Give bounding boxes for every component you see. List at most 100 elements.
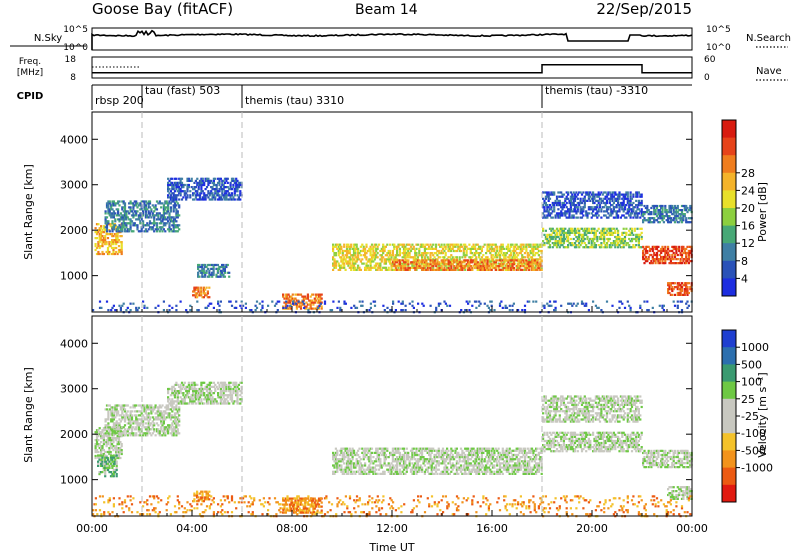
echo-cell: [617, 246, 620, 249]
echo-cell: [316, 305, 319, 308]
echo-cell: [153, 422, 156, 425]
echo-cell: [215, 263, 218, 267]
echo-cell: [117, 218, 120, 221]
echo-cell: [100, 237, 103, 240]
echo-cell: [173, 408, 177, 411]
echo-cell: [489, 262, 492, 265]
echo-cell: [197, 194, 200, 197]
echo-cell: [105, 222, 109, 225]
echo-cell: [339, 245, 342, 248]
echo-cell: [629, 193, 632, 196]
echo-cell: [135, 210, 138, 213]
echo-cell: [136, 202, 139, 205]
echo-cell: [462, 265, 465, 268]
echo-cell: [455, 266, 459, 270]
echo-cell: [111, 212, 114, 215]
echo-cell: [168, 412, 171, 415]
echo-cell: [567, 244, 570, 247]
echo-cell: [667, 221, 670, 224]
echo-cell: [114, 422, 117, 425]
echo-cell: [407, 263, 410, 266]
echo-cell: [350, 264, 353, 267]
echo-cell: [169, 216, 172, 219]
echo-cell: [448, 256, 451, 259]
echo-cell: [660, 215, 663, 218]
echo-cell: [147, 420, 150, 423]
echo-cell: [383, 262, 386, 265]
echo-cell: [142, 212, 145, 215]
echo-cell: [568, 201, 571, 205]
echo-cell: [403, 266, 406, 270]
echo-cell: [221, 273, 224, 276]
echo-cell: [682, 245, 685, 248]
echo-cell: [396, 261, 399, 264]
echo-cell: [107, 202, 110, 205]
echo-cell: [501, 264, 504, 267]
echo-cell: [361, 304, 364, 307]
echo-cell: [161, 414, 164, 417]
echo-cell: [158, 432, 161, 435]
echo-cell: [580, 208, 584, 211]
echo-cell: [217, 190, 220, 193]
echo-cell: [579, 240, 582, 243]
echo-cell: [229, 198, 232, 201]
echo-cell: [164, 406, 167, 409]
echo-cell: [573, 227, 577, 230]
echo-cell: [614, 193, 617, 196]
echo-cell: [196, 309, 199, 312]
echo-cell: [111, 428, 114, 431]
echo-cell: [171, 183, 174, 187]
echo-cell: [533, 262, 536, 265]
echo-cell: [111, 246, 114, 250]
echo-cell: [102, 441, 105, 444]
echo-cell: [619, 204, 622, 207]
echo-cell: [168, 200, 171, 203]
echo-cell: [437, 264, 440, 267]
echo-cell: [223, 177, 227, 180]
echo-cell: [282, 306, 285, 309]
echo-cell: [478, 266, 481, 270]
echo-cell: [565, 231, 568, 234]
echo-cell: [523, 266, 527, 269]
echo-cell: [222, 186, 225, 189]
echo-cell: [368, 266, 371, 269]
echo-cell: [423, 265, 427, 268]
nsky-tick-low: 10^0: [63, 43, 88, 53]
echo-cell: [528, 300, 531, 303]
echo-cell: [115, 452, 118, 456]
echo-cell: [671, 204, 674, 208]
echo-cell: [155, 208, 159, 211]
echo-cell: [594, 199, 597, 202]
echo-cell: [154, 434, 157, 437]
echo-cell: [407, 259, 410, 262]
echo-cell: [436, 261, 439, 264]
echo-cell: [306, 295, 309, 298]
echo-cell: [630, 240, 634, 243]
echo-cell: [162, 210, 165, 213]
echo-cell: [167, 426, 170, 429]
echo-cell: [544, 210, 547, 213]
echo-cell: [646, 245, 649, 248]
echo-cell: [151, 420, 154, 423]
echo-cell: [126, 222, 129, 225]
echo-cell: [394, 256, 397, 259]
echo-cell: [408, 266, 411, 270]
echo-cell: [418, 252, 421, 255]
echo-cell: [409, 245, 413, 248]
echo-cell: [582, 246, 585, 249]
echo-cell: [98, 235, 101, 238]
echo-cell: [540, 259, 543, 262]
echo-cell: [146, 224, 149, 227]
echo-cell: [576, 231, 579, 234]
echo-cell: [636, 237, 639, 241]
echo-cell: [548, 244, 552, 247]
echo-cell: [529, 256, 532, 259]
echo-cell: [653, 209, 656, 212]
echo-cell: [415, 265, 418, 268]
echo-cell: [221, 190, 224, 193]
echo-cell: [178, 192, 181, 195]
echo-cell: [198, 183, 202, 187]
echo-cell: [122, 406, 125, 409]
echo-cell: [129, 406, 132, 409]
echo-cell: [425, 262, 428, 265]
